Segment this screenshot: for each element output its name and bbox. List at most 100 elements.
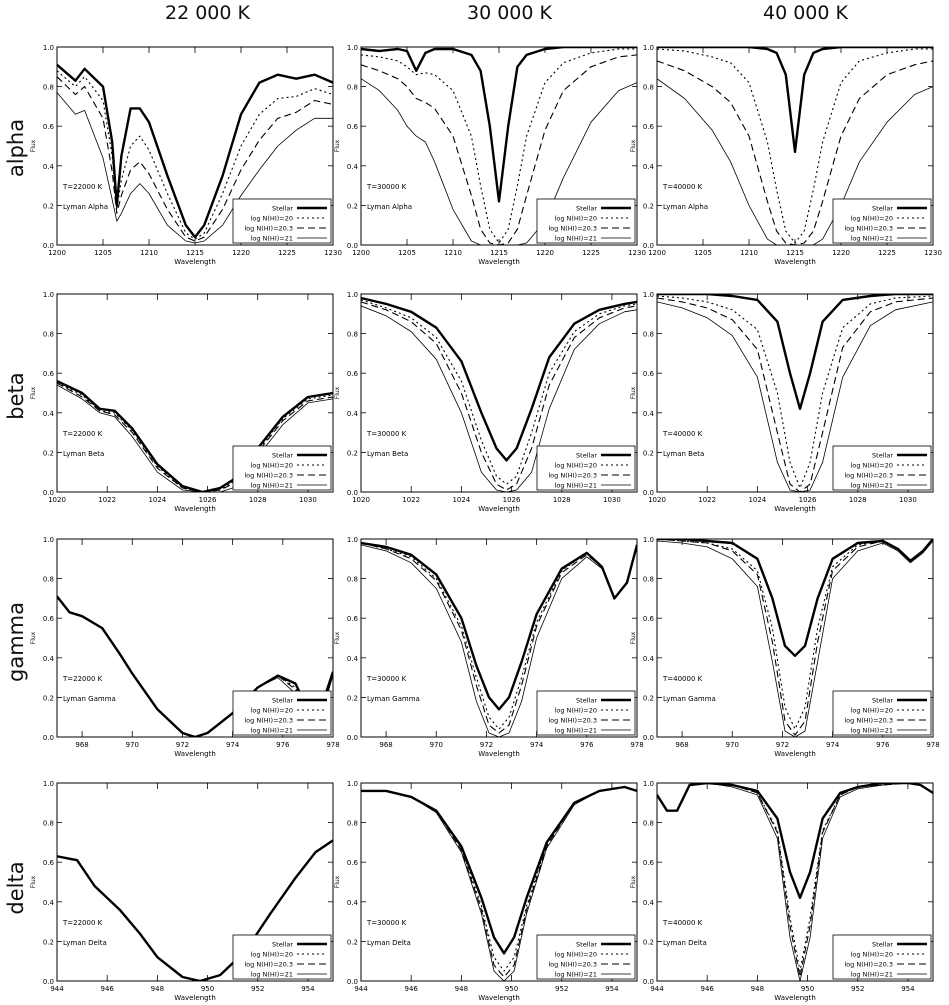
x-tick-label: 950 (505, 985, 518, 993)
y-tick-label: 0.4 (43, 899, 55, 907)
x-axis-label: Wavelength (174, 994, 216, 1002)
legend-label: log N(HI)=20.3 (548, 717, 597, 725)
legend-box (232, 690, 332, 736)
x-tick-label: 950 (801, 985, 814, 993)
x-tick-label: 974 (826, 741, 840, 749)
y-tick-label: 0.2 (347, 694, 358, 702)
chart-panel-gamma-1: 0.0 0.2 0.4 0.6 0.8 1.0 968 970 972 974 976 978 Wave… (334, 536, 644, 758)
y-tick-label: 0.8 (347, 84, 358, 92)
y-axis-label: Flux (334, 386, 341, 399)
legend-label: Stellar (872, 205, 893, 213)
column-header-40000: 40 000 K (763, 2, 848, 24)
y-tick-label: 0.8 (43, 331, 54, 339)
y-tick-label: 0.2 (643, 202, 654, 210)
x-tick-label: 1200 (48, 249, 66, 257)
line-annotation: Lyman Gamma (367, 695, 420, 703)
x-tick-label: 952 (851, 985, 864, 993)
x-tick-label: 948 (751, 985, 764, 993)
series-line-2 (657, 297, 933, 492)
x-axis-label: Wavelength (478, 994, 520, 1002)
line-annotation: Lyman Beta (63, 450, 104, 458)
y-axis-label: Flux (334, 875, 341, 888)
x-tick-label: 968 (75, 741, 88, 749)
legend-label: log N(HI)=20 (251, 215, 293, 223)
x-axis-label: Wavelength (774, 258, 816, 266)
chart-panel-alpha-0: 0.0 0.2 0.4 0.6 0.8 1.0 1200 1205 1210 1215 1220 12… (30, 44, 342, 266)
x-tick-label: 946 (700, 985, 714, 993)
y-axis-label: Flux (630, 386, 637, 399)
x-tick-label: 1022 (402, 496, 420, 504)
line-annotation: Lyman Delta (63, 939, 107, 947)
y-tick-label: 0.8 (43, 576, 54, 584)
legend-label: log N(HI)=21 (251, 235, 293, 243)
x-tick-label: 1020 (48, 496, 66, 504)
chart-panel-delta-2: 0.0 0.2 0.4 0.6 0.8 1.0 944 946 948 950 952 954 Wave… (630, 780, 934, 1002)
chart-panel-gamma-0: 0.0 0.2 0.4 0.6 0.8 1.0 968 970 972 974 976 978 Wave… (30, 536, 340, 758)
y-tick-label: 1.0 (43, 44, 54, 52)
legend-label: log N(HI)=21 (555, 971, 597, 979)
y-tick-label: 0.4 (43, 410, 55, 418)
x-tick-label: 1028 (249, 496, 267, 504)
x-tick-label: 952 (251, 985, 264, 993)
chart-panel-gamma-2: 0.0 0.2 0.4 0.6 0.8 1.0 968 970 972 974 976 978 Wave… (630, 536, 940, 758)
legend-label: log N(HI)=20.3 (244, 961, 293, 969)
y-tick-label: 0.6 (43, 370, 55, 378)
legend-label: log N(HI)=20.3 (844, 717, 893, 725)
temperature-annotation: T=40000 K (662, 919, 703, 927)
plot-frame (656, 293, 934, 493)
y-axis-label: Flux (30, 631, 37, 644)
legend-label: log N(HI)=20 (851, 215, 893, 223)
y-tick-label: 1.0 (43, 536, 54, 544)
chart-panel-alpha-1: 0.0 0.2 0.4 0.6 0.8 1.0 1200 1205 1210 1215 1220 12… (334, 44, 646, 266)
x-tick-label: 1026 (799, 496, 817, 504)
chart-panel-beta-0: 0.0 0.2 0.4 0.6 0.8 1.0 1020 1022 1024 1026 1028 10… (30, 291, 334, 513)
y-tick-label: 0.4 (347, 899, 359, 907)
y-tick-label: 0.0 (643, 734, 654, 742)
series-line-2 (657, 60, 933, 245)
series-line-2 (361, 301, 637, 491)
y-tick-label: 0.0 (643, 242, 654, 250)
y-tick-label: 1.0 (43, 780, 54, 788)
y-tick-label: 0.8 (643, 84, 654, 92)
temperature-annotation: T=40000 K (662, 675, 703, 683)
legend-box (536, 934, 636, 980)
series-line-0 (657, 47, 933, 154)
y-axis-label: Flux (630, 875, 637, 888)
legend-box (232, 445, 332, 491)
legend-box (832, 690, 932, 736)
series-line-0 (57, 839, 333, 981)
temperature-annotation: T=22000 K (62, 675, 103, 683)
y-tick-label: 0.2 (643, 449, 654, 457)
legend-label: Stellar (576, 697, 597, 705)
temperature-annotation: T=40000 K (662, 183, 703, 191)
y-tick-label: 0.0 (43, 978, 54, 986)
x-tick-label: 1230 (628, 249, 646, 257)
line-annotation: Lyman Alpha (663, 203, 708, 211)
series-line-2 (57, 76, 333, 242)
series-line-2 (657, 783, 933, 978)
legend-label: Stellar (272, 205, 293, 213)
legend-label: Stellar (872, 697, 893, 705)
x-tick-label: 974 (530, 741, 544, 749)
series-line-3 (657, 78, 933, 245)
y-tick-label: 0.0 (347, 242, 358, 250)
x-tick-label: 948 (455, 985, 468, 993)
x-tick-label: 1020 (648, 496, 666, 504)
y-tick-label: 0.0 (43, 489, 54, 497)
y-tick-label: 0.6 (347, 859, 359, 867)
y-axis-label: Flux (30, 386, 37, 399)
series-line-3 (361, 78, 637, 245)
legend-label: log N(HI)=21 (851, 971, 893, 979)
y-tick-label: 1.0 (643, 780, 654, 788)
y-tick-label: 0.0 (347, 734, 358, 742)
x-tick-label: 970 (430, 741, 443, 749)
series-line-0 (657, 783, 933, 899)
series-line-0 (361, 296, 637, 462)
temperature-annotation: T=30000 K (366, 675, 407, 683)
legend-label: Stellar (872, 452, 893, 460)
legend-label: log N(HI)=21 (851, 482, 893, 490)
legend-label: Stellar (576, 205, 597, 213)
y-tick-label: 0.6 (43, 123, 55, 131)
y-tick-label: 0.4 (347, 163, 359, 171)
